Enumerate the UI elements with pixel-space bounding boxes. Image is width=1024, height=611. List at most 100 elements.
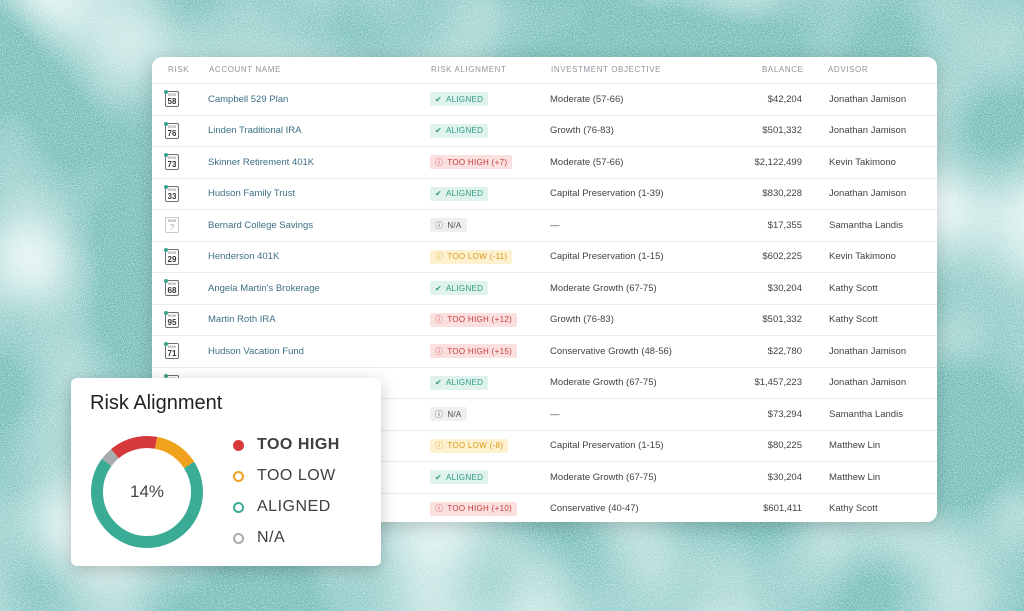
risk-alignment-label: ALIGNED [446, 189, 484, 199]
account-name-link[interactable]: Hudson Family Trust [208, 188, 296, 200]
column-header-investment-objective[interactable]: INVESTMENT OBJECTIVE [551, 65, 662, 74]
investment-objective: Moderate Growth (67-75) [550, 377, 657, 389]
table-row[interactable]: RISK 29 Henderson 401K ⓘ TOO LOW (-11) C… [152, 240, 937, 273]
table-row[interactable]: ⓘ TOO LOW (-8) Capital Preservation (1-1… [152, 429, 937, 462]
advisor: Kevin Takimono [829, 251, 896, 263]
account-name-link[interactable]: Hudson Vacation Fund [208, 345, 304, 357]
risk-alignment-badge: ⓘ N/A [430, 218, 467, 233]
check-circle-icon: ✔ [435, 283, 443, 293]
risk-cell: RISK 33 [164, 179, 179, 210]
risk-alignment-label: TOO LOW (-11) [447, 252, 508, 262]
check-circle-icon: ✔ [435, 189, 443, 199]
risk-score-icon: RISK 33 [164, 184, 179, 202]
table-row[interactable]: ⓘ TOO HIGH (+10) Conservative (40-47) $6… [152, 492, 937, 523]
risk-alignment-label: N/A [447, 409, 462, 419]
table-row[interactable]: RISK 68 Angela Martin's Brokerage ✔ ALIG… [152, 272, 937, 304]
risk-alignment-label: ALIGNED [446, 126, 484, 136]
legend-marker-icon [233, 501, 244, 513]
risk-alignment-cell: ✔ ALIGNED [430, 179, 489, 210]
risk-indicator-dot [164, 279, 168, 284]
balance: $73,294 [767, 408, 802, 420]
risk-alignment-donut-chart [91, 436, 203, 548]
balance: $501,332 [762, 125, 802, 137]
balance: $602,225 [762, 251, 802, 263]
alert-circle-icon: ⓘ [435, 504, 444, 514]
donut-segment-too-low [91, 436, 203, 548]
risk-cell: RISK 95 [164, 305, 179, 336]
advisor: Kathy Scott [829, 314, 878, 326]
card-title: Risk Alignment [90, 392, 223, 414]
account-name-link[interactable]: Skinner Retirement 401K [208, 156, 315, 168]
table-row[interactable]: RISK ? Bernard College Savings ⓘ N/A — $… [152, 209, 937, 241]
account-name-link[interactable]: Henderson 401K [208, 251, 280, 263]
balance: $2,122,499 [754, 156, 802, 168]
donut-segment-na [91, 436, 203, 548]
risk-score: 95 [167, 317, 177, 327]
table-row[interactable]: RISK 33 Hudson Family Trust ✔ ALIGNED Ca… [152, 177, 937, 210]
risk-score: 76 [167, 128, 177, 138]
donut-segment-aligned [91, 436, 203, 548]
risk-alignment-cell: ⓘ TOO LOW (-11) [430, 242, 513, 273]
risk-alignment-badge: ⓘ TOO LOW (-8) [430, 438, 509, 453]
investment-objective: Capital Preservation (1-15) [550, 440, 664, 452]
risk-alignment-cell: ⓘ N/A [430, 399, 467, 430]
account-name-link[interactable]: Angela Martin's Brokerage [208, 282, 320, 294]
alert-circle-icon: ⓘ [435, 441, 444, 451]
legend-item-too-low[interactable]: TOO LOW [233, 465, 336, 487]
legend-label: TOO LOW [257, 467, 336, 484]
legend-item-aligned[interactable]: ALIGNED [233, 496, 331, 518]
table-row[interactable]: RISK 95 Martin Roth IRA ⓘ TOO HIGH (+12)… [152, 303, 937, 336]
investment-objective: Moderate (57-66) [550, 156, 624, 168]
legend-item-na[interactable]: N/A [233, 527, 285, 549]
account-name-link[interactable]: Campbell 529 Plan [208, 93, 289, 105]
risk-score-icon: RISK 58 [164, 90, 179, 108]
column-header-risk-alignment[interactable]: RISK ALIGNMENT [431, 65, 507, 74]
investment-objective: Moderate Growth (67-75) [550, 471, 657, 483]
risk-alignment-cell: ⓘ TOO HIGH (+10) [430, 494, 518, 523]
investment-objective: Growth (76-83) [550, 314, 614, 326]
account-name-link[interactable]: Martin Roth IRA [208, 314, 276, 326]
risk-alignment-label: ALIGNED [446, 378, 484, 388]
table-row[interactable]: RISK 71 Hudson Vacation Fund ⓘ TOO HIGH … [152, 335, 937, 367]
advisor: Jonathan Jamison [829, 125, 907, 137]
legend-marker-icon [233, 470, 244, 482]
risk-indicator-dot [164, 247, 168, 252]
legend-label: TOO HIGH [257, 436, 340, 453]
investment-objective: Growth (76-83) [550, 125, 614, 137]
investment-objective: Moderate (57-66) [550, 93, 624, 105]
risk-alignment-card: Risk Alignment 14% TOO HIGH TOO LOW ALIG… [71, 378, 381, 566]
investment-objective: Moderate Growth (67-75) [550, 282, 657, 294]
risk-alignment-badge: ✔ ALIGNED [430, 92, 489, 107]
legend-item-too-high[interactable]: TOO HIGH [233, 434, 340, 456]
risk-score: 68 [167, 286, 177, 296]
table-row[interactable]: RISK 76 Linden Traditional IRA ✔ ALIGNED… [152, 114, 937, 147]
account-name-link[interactable]: Bernard College Savings [208, 219, 314, 231]
alert-circle-icon: ⓘ [435, 346, 444, 356]
balance: $80,225 [767, 440, 802, 452]
table-row[interactable]: ⓘ N/A — $73,294 Samantha Landis [152, 398, 937, 430]
column-header-risk[interactable]: RISK [168, 65, 190, 74]
check-circle-icon: ✔ [435, 472, 443, 482]
risk-alignment-badge: ⓘ TOO HIGH (+12) [430, 312, 518, 327]
advisor: Jonathan Jamison [829, 345, 907, 357]
column-header-account-name[interactable]: ACCOUNT NAME [209, 65, 281, 74]
table-row[interactable]: ✔ ALIGNED Moderate Growth (67-75) $30,20… [152, 461, 937, 493]
table-row[interactable]: RISK 73 Skinner Retirement 401K ⓘ TOO HI… [152, 146, 937, 178]
advisor: Jonathan Jamison [829, 93, 907, 105]
column-header-balance[interactable]: BALANCE [762, 65, 804, 74]
advisor: Matthew Lin [829, 471, 881, 483]
risk-alignment-label: TOO HIGH (+12) [447, 315, 513, 325]
risk-alignment-label: TOO HIGH (+15) [447, 346, 513, 356]
risk-alignment-badge: ✔ ALIGNED [430, 470, 489, 485]
legend-label: ALIGNED [257, 498, 331, 515]
legend-marker-icon [233, 439, 244, 451]
investment-objective: Capital Preservation (1-39) [550, 188, 664, 200]
risk-alignment-cell: ✔ ALIGNED [430, 273, 489, 304]
risk-alignment-badge: ✔ ALIGNED [430, 375, 489, 390]
table-row[interactable]: RISK 58 Campbell 529 Plan ✔ ALIGNED Mode… [152, 83, 937, 115]
advisor: Samantha Landis [829, 408, 903, 420]
account-name-link[interactable]: Linden Traditional IRA [208, 125, 302, 137]
column-header-advisor[interactable]: ADVISOR [828, 65, 869, 74]
risk-alignment-badge: ✔ ALIGNED [430, 123, 489, 138]
risk-alignment-cell: ⓘ N/A [430, 210, 467, 241]
